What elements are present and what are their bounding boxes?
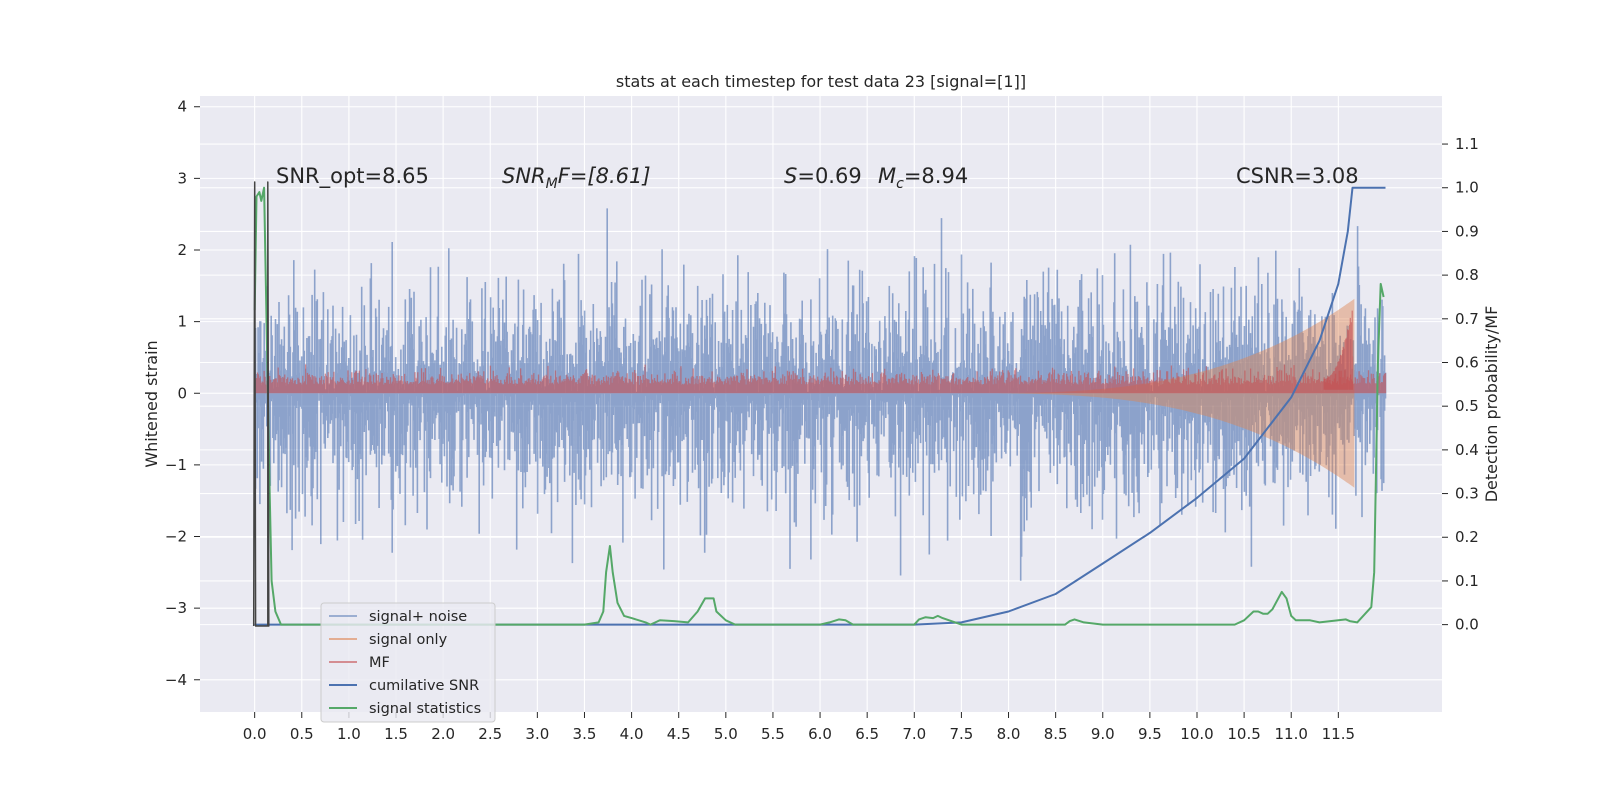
y-axis-right: 1.1 1.0 0.9 0.8 0.7 0.6 0.5 0.4 0.3 0.2 0.1 0.0 — [1442, 135, 1479, 634]
x-tick-label: 8.0 — [997, 725, 1021, 743]
annotation-mc: Mc=8.94 — [878, 164, 968, 192]
x-tick-label: 7.5 — [949, 725, 973, 743]
annotation-snr-opt: SNR_opt=8.65 — [276, 164, 429, 189]
x-tick-label: 6.5 — [855, 725, 879, 743]
y-axis-left: 4 3 2 1 0 −1 −2 −3 −4 — [165, 98, 200, 689]
x-tick-label: 5.0 — [714, 725, 738, 743]
legend-label-mf: MF — [369, 655, 390, 671]
cumulative-snr-line — [254, 186, 1386, 626]
y-right-tick-label: 0.3 — [1455, 485, 1479, 503]
y-axis-left-label: Whitened strain — [142, 340, 161, 467]
x-tick-label: 2.0 — [431, 725, 455, 743]
y-right-tick-label: 0.1 — [1455, 572, 1479, 590]
x-tick-label: 2.5 — [478, 725, 502, 743]
x-tick-label: 4.0 — [620, 725, 644, 743]
annotation-s: S=0.69 — [784, 164, 862, 188]
x-tick-label: 0.5 — [290, 725, 314, 743]
annotation-csnr: CSNR=3.08 — [1236, 164, 1359, 188]
y-right-tick-label: 0.4 — [1455, 441, 1479, 459]
y-right-tick-label: 0.5 — [1455, 397, 1479, 415]
x-tick-label: 4.5 — [667, 725, 691, 743]
legend-box — [320, 602, 496, 723]
x-tick-label: 7.0 — [902, 725, 926, 743]
y-right-tick-label: 0.8 — [1455, 266, 1479, 284]
x-tick-label: 3.5 — [573, 725, 597, 743]
x-tick-label: 9.5 — [1138, 725, 1162, 743]
y-right-tick-label: 0.2 — [1455, 528, 1479, 546]
y-left-tick-label: −2 — [165, 528, 187, 546]
x-tick-label: 1.5 — [384, 725, 408, 743]
y-right-tick-label: 0.7 — [1455, 310, 1479, 328]
legend-label-signal-statistics: signal statistics — [369, 701, 481, 717]
y-left-tick-label: −4 — [165, 671, 187, 689]
legend-label-cumulative-snr: cumilative SNR — [369, 678, 479, 694]
x-tick-label: 10.0 — [1180, 725, 1213, 743]
y-right-tick-label: 1.1 — [1455, 135, 1479, 153]
x-tick-label: 8.5 — [1044, 725, 1068, 743]
x-tick-label: 10.5 — [1227, 725, 1260, 743]
annotation-snr-mf: SNRMF=[8.61] — [502, 164, 651, 192]
y-left-tick-label: −1 — [165, 456, 187, 474]
y-right-tick-label: 1.0 — [1455, 179, 1479, 197]
x-tick-label: 11.5 — [1322, 725, 1355, 743]
x-tick-label: 5.5 — [761, 725, 785, 743]
y-right-tick-label: 0.6 — [1455, 353, 1479, 371]
y-left-tick-label: −3 — [165, 599, 187, 617]
y-left-tick-label: 1 — [177, 313, 187, 331]
mf-spike — [1323, 310, 1354, 390]
legend: signal+ noise signal only MF cumilative … — [320, 602, 496, 723]
x-tick-label: 6.0 — [808, 725, 832, 743]
chart-title: stats at each timestep for test data 23 … — [616, 72, 1026, 91]
x-tick-label: 11.0 — [1275, 725, 1308, 743]
x-tick-label: 1.0 — [337, 725, 361, 743]
y-right-tick-label: 0.0 — [1455, 616, 1479, 634]
y-right-tick-label: 0.9 — [1455, 222, 1479, 240]
legend-label-signal-only: signal only — [369, 632, 448, 648]
detection-marker-line — [252, 181, 270, 627]
x-tick-label: 3.0 — [525, 725, 549, 743]
right-axis-series — [252, 181, 1386, 627]
x-axis: 0.0 0.5 1.0 1.5 2.0 2.5 3.0 3.5 4.0 4.5 5.0 5.5 6.0 6… — [243, 712, 1355, 743]
y-left-tick-label: 0 — [177, 384, 187, 402]
y-left-tick-label: 4 — [177, 98, 187, 116]
y-left-tick-label: 3 — [177, 169, 187, 187]
y-axis-right-label: Detection probability/MF — [1482, 306, 1501, 503]
y-left-tick-label: 2 — [177, 241, 187, 259]
legend-label-signal-plus-noise: signal+ noise — [369, 609, 467, 625]
x-tick-label: 0.0 — [243, 725, 267, 743]
x-tick-label: 9.0 — [1091, 725, 1115, 743]
signal-statistics-line — [253, 186, 1385, 626]
